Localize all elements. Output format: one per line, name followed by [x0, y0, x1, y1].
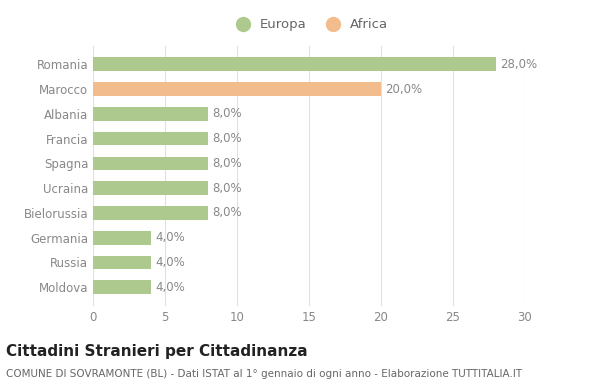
- Bar: [93, 57, 496, 71]
- Bar: [93, 157, 208, 170]
- Text: 4,0%: 4,0%: [155, 281, 185, 294]
- Text: 20,0%: 20,0%: [385, 82, 422, 95]
- Text: 8,0%: 8,0%: [212, 206, 242, 219]
- Text: COMUNE DI SOVRAMONTE (BL) - Dati ISTAT al 1° gennaio di ogni anno - Elaborazione: COMUNE DI SOVRAMONTE (BL) - Dati ISTAT a…: [6, 369, 522, 379]
- Bar: [93, 132, 208, 146]
- Bar: [93, 280, 151, 294]
- Bar: [93, 256, 151, 269]
- Bar: [93, 206, 208, 220]
- Text: Cittadini Stranieri per Cittadinanza: Cittadini Stranieri per Cittadinanza: [6, 344, 308, 359]
- Bar: [93, 231, 151, 244]
- Legend: Europa, Africa: Europa, Africa: [224, 13, 394, 37]
- Text: 4,0%: 4,0%: [155, 231, 185, 244]
- Bar: [93, 107, 208, 120]
- Text: 8,0%: 8,0%: [212, 132, 242, 145]
- Text: 8,0%: 8,0%: [212, 157, 242, 170]
- Text: 4,0%: 4,0%: [155, 256, 185, 269]
- Bar: [93, 181, 208, 195]
- Bar: [93, 82, 381, 96]
- Text: 8,0%: 8,0%: [212, 107, 242, 120]
- Text: 28,0%: 28,0%: [500, 58, 538, 71]
- Text: 8,0%: 8,0%: [212, 182, 242, 195]
